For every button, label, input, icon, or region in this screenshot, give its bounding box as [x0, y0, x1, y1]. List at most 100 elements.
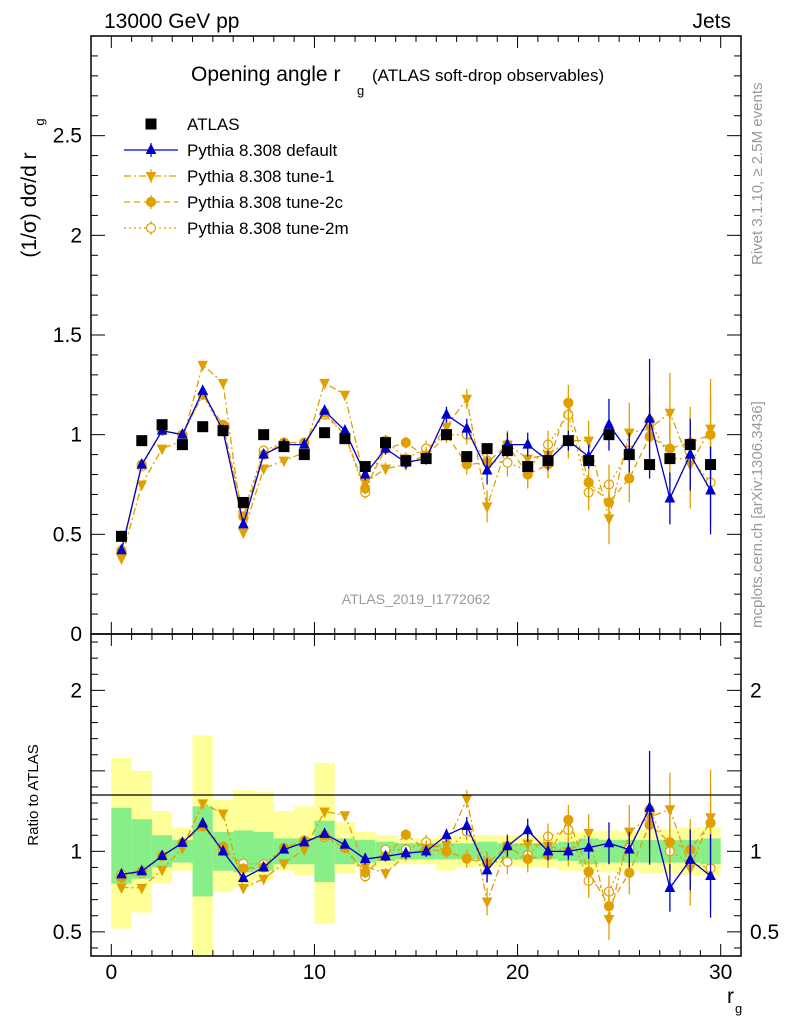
- point-default: [258, 447, 269, 459]
- point-tune1: [116, 554, 127, 565]
- ratio-point-default: [502, 839, 513, 851]
- ratio-point-tune1: [156, 865, 168, 877]
- point-data: [400, 455, 412, 467]
- legend: ATLAS Pythia 8.308 default Pythia 8.308 tu…: [124, 115, 349, 238]
- ratio-point-tune1: [278, 859, 290, 870]
- point-data: [115, 530, 127, 542]
- ratio-point-default: [156, 849, 168, 860]
- point-default: [684, 447, 696, 459]
- point-tune1: [197, 360, 209, 372]
- ratio-point-tune1: [664, 805, 676, 816]
- point-default: [644, 412, 655, 423]
- point-data: [380, 437, 392, 449]
- main-y-tick-label: 0: [70, 623, 82, 646]
- mcplots-text: mcplots.cern.ch [arXiv:1306.3436]: [749, 401, 766, 628]
- ratio-point-default: [461, 819, 473, 831]
- ratio-point-tune1: [238, 883, 249, 895]
- legend-marker-data: [145, 118, 157, 130]
- point-tune1: [136, 480, 148, 492]
- point-data: [298, 449, 310, 461]
- ratio-point-tune2m: [502, 856, 513, 867]
- point-default: [136, 457, 148, 469]
- ratio-point-default: [664, 881, 676, 892]
- point-tune1: [583, 436, 594, 448]
- ratio-y-tick-label-left: 2: [70, 679, 82, 702]
- ratio-point-tune2c: [624, 867, 635, 878]
- series-line-tune2m: [120, 393, 712, 551]
- ratio-point-tune1: [116, 883, 127, 895]
- point-tune1: [664, 408, 676, 420]
- point-data: [562, 435, 574, 447]
- point-default: [177, 428, 188, 439]
- point-data: [522, 461, 534, 473]
- ratio-y-axis-label: Ratio to ATLAS: [25, 744, 42, 845]
- main-y-tick-label: 2.5: [53, 125, 82, 148]
- legend-label-tune2c: Pythia 8.308 tune-2c: [187, 193, 343, 212]
- ratio-point-default: [481, 863, 493, 875]
- point-data: [258, 429, 270, 441]
- main-y-label-subscript: g: [32, 118, 47, 125]
- ratio-point-default: [400, 846, 412, 858]
- ratio-point-default: [359, 852, 371, 864]
- legend-marker-tune2c: [145, 196, 157, 208]
- point-data: [542, 455, 554, 467]
- ratio-y-label-text: Ratio to ATLAS: [25, 744, 42, 845]
- point-data: [603, 429, 615, 441]
- mcplots-info: mcplots.cern.ch [arXiv:1306.3436]: [749, 401, 766, 628]
- legend-label-tune2m: Pythia 8.308 tune-2m: [187, 219, 349, 238]
- ratio-y-tick-label-right: 1: [750, 840, 762, 863]
- point-default: [664, 491, 676, 503]
- point-tune1: [339, 390, 351, 402]
- ratio-point-tune1: [380, 869, 391, 880]
- legend-marker-tune1: [145, 172, 157, 183]
- ratio-band-inner: [131, 819, 152, 879]
- plot-title-subscript: g: [357, 83, 364, 98]
- point-default: [603, 418, 615, 429]
- ratio-plot-series: [116, 750, 716, 940]
- ratio-point-tune2c: [461, 853, 472, 864]
- ratio-point-default: [258, 860, 269, 872]
- point-tune2c: [563, 397, 574, 408]
- x-axis-label-subscript: g: [735, 1001, 742, 1016]
- ratio-point-tune2c: [563, 814, 574, 825]
- point-tune1: [380, 464, 391, 476]
- ratio-band-inner: [355, 840, 376, 863]
- point-tune2m: [502, 457, 513, 468]
- series-line-default: [120, 389, 712, 551]
- point-data: [461, 451, 473, 463]
- analysis-id: ATLAS_2019_I1772062: [342, 591, 491, 607]
- point-default: [197, 384, 209, 395]
- ratio-point-default: [623, 842, 635, 854]
- ratio-point-default: [177, 836, 188, 847]
- ratio-point-default: [522, 823, 534, 835]
- point-data: [278, 441, 290, 453]
- ratio-point-tune1: [481, 897, 493, 909]
- legend-label-default: Pythia 8.308 default: [187, 141, 338, 160]
- main-y-label-text: (1/σ) dσ/d r: [18, 152, 41, 257]
- point-tune1: [603, 514, 615, 526]
- point-tune1: [278, 456, 290, 468]
- ratio-point-tune1: [603, 914, 615, 926]
- ratio-point-default: [563, 844, 574, 856]
- point-tune1: [319, 378, 330, 390]
- ratio-uncertainty-bands: [111, 735, 721, 956]
- point-data: [664, 453, 676, 465]
- ratio-point-tune1: [197, 799, 209, 810]
- point-data: [237, 496, 249, 508]
- ratio-point-tune1: [258, 874, 269, 886]
- point-tune2c: [400, 437, 411, 448]
- point-data: [684, 439, 696, 451]
- plot-title-suffix: (ATLAS soft-drop observables): [372, 66, 604, 85]
- legend-label-data: ATLAS: [187, 115, 240, 134]
- point-data: [136, 435, 148, 447]
- point-tune1: [258, 464, 269, 476]
- main-y-axis-label-sub: g: [32, 118, 47, 125]
- ratio-point-tune1: [339, 811, 351, 822]
- point-data: [481, 443, 493, 455]
- series-line-tune1: [120, 363, 712, 559]
- ratio-point-tune1: [705, 813, 716, 824]
- main-y-tick-label: 2: [70, 224, 82, 247]
- rivet-info: Rivet 3.1.10, ≥ 2.5M events: [749, 83, 766, 266]
- ratio-point-tune1: [217, 809, 229, 821]
